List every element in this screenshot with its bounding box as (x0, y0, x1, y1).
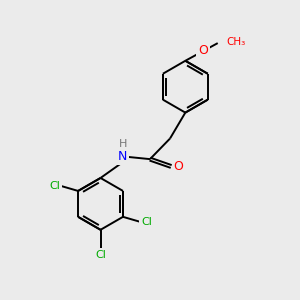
Text: Cl: Cl (49, 181, 60, 190)
Text: H: H (119, 140, 127, 149)
Text: O: O (174, 160, 184, 173)
Text: N: N (118, 150, 128, 163)
Text: Cl: Cl (141, 217, 152, 227)
Text: Cl: Cl (95, 250, 106, 260)
Text: CH₃: CH₃ (226, 37, 245, 46)
Text: O: O (198, 44, 208, 57)
